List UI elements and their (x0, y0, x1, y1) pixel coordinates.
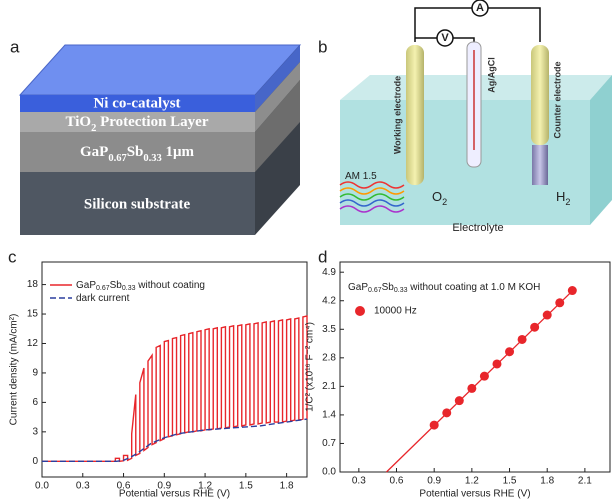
legend-swatch (355, 306, 365, 316)
layer-label: Silicon substrate (84, 196, 191, 212)
y-tick-label: 0.0 (322, 467, 336, 478)
data-point (454, 396, 464, 406)
x-tick-label: 0.6 (390, 476, 404, 487)
layer-label: TiO2 Protection Layer (65, 114, 208, 133)
electrode-label: Working electrode (392, 76, 402, 154)
electrode-label: Ag/AgCl (486, 57, 496, 93)
x-tick-label: 1.8 (540, 476, 554, 487)
x-tick-label: 1.5 (239, 481, 253, 492)
y-tick-label: 3 (32, 426, 38, 437)
data-point (467, 383, 477, 393)
gas-label: H2 (556, 189, 570, 207)
plot-frame (339, 261, 611, 473)
annotation: GaP0.67Sb0.33 without coating at 1.0 M K… (348, 282, 540, 295)
y-tick-label: 4.9 (322, 267, 336, 278)
y-tick-label: 2.8 (322, 352, 336, 363)
electrolyte-label: Electrolyte (452, 222, 503, 234)
data-point (429, 420, 439, 430)
panel-label: d (318, 247, 327, 266)
y-tick-label: 0 (32, 456, 38, 467)
data-point (479, 371, 489, 381)
x-tick-label: 0.9 (427, 476, 441, 487)
x-tick-label: 0.9 (157, 481, 171, 492)
x-tick-label: 1.5 (503, 476, 517, 487)
data-point (530, 322, 540, 332)
panel-label: a (10, 37, 20, 56)
x-axis-title: Potential versus RHE (V) (419, 489, 530, 500)
fit-line (386, 290, 573, 473)
y-tick-label: 4.2 (322, 295, 336, 306)
meter-label: A (476, 2, 484, 14)
x-tick-label: 0.3 (352, 476, 366, 487)
x-tick-label: 0.6 (117, 481, 131, 492)
y-tick-label: 18 (27, 279, 39, 290)
data-line (42, 418, 308, 462)
x-tick-label: 0.3 (76, 481, 90, 492)
layer-label: GaP0.67Sb0.33 1μm (80, 144, 195, 163)
x-tick-label: 1.2 (465, 476, 479, 487)
data-point (567, 286, 577, 296)
legend-label: GaP0.67Sb0.33 without coating (76, 280, 205, 293)
gas-label: O2 (432, 189, 447, 207)
data-point (492, 359, 502, 369)
data-point (442, 408, 452, 418)
meter-label: V (441, 32, 449, 44)
y-axis-title: Current density (mA/cm²) (9, 314, 20, 426)
x-tick-label: 1.2 (198, 481, 212, 492)
y-tick-label: 6 (32, 397, 38, 408)
legend-label: dark current (76, 293, 130, 304)
y-tick-label: 1.4 (322, 410, 336, 421)
cell (339, 0, 612, 225)
data-point (542, 310, 552, 320)
data-point (505, 347, 515, 357)
data-point (517, 334, 527, 344)
layer-stack (18, 44, 302, 235)
legend-label: 10000 Hz (374, 306, 417, 317)
y-tick-label: 0.7 (322, 438, 336, 449)
x-tick-label: 1.8 (280, 481, 294, 492)
data-line (42, 315, 308, 463)
y-tick-label: 2.1 (322, 381, 336, 392)
x-tick-label: 2.1 (578, 476, 592, 487)
y-tick-label: 9 (32, 368, 38, 379)
panel-label: c (8, 247, 17, 266)
y-tick-label: 3.5 (322, 324, 336, 335)
x-tick-label: 0.0 (35, 481, 49, 492)
light-label: AM 1.5 (345, 171, 377, 182)
y-tick-label: 12 (27, 338, 39, 349)
y-tick-label: 15 (27, 309, 39, 320)
data-point (555, 298, 565, 308)
electrode-label: Counter electrode (552, 61, 562, 138)
panel-label: b (318, 37, 327, 56)
x-axis-title: Potential versus RHE (V) (119, 489, 230, 500)
layer-label: Ni co-catalyst (93, 95, 180, 111)
y-axis-title: 1/C² (x10¹⁶ F⁻² cm⁴) (305, 322, 316, 412)
